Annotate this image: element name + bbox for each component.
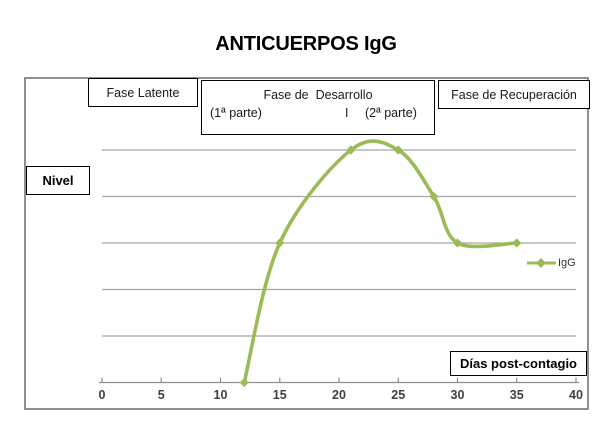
data-point-marker	[275, 238, 285, 248]
phase-recuperacion-text: Fase de Recuperación	[451, 87, 577, 102]
x-axis-label: Días post-contagio	[450, 351, 587, 376]
x-tick-label: 5	[158, 388, 165, 402]
y-axis-label: Nivel	[26, 166, 90, 195]
phase-divider-label: I	[345, 106, 349, 120]
x-tick-label: 20	[332, 388, 346, 402]
y-axis-label-text: Nivel	[42, 173, 74, 188]
x-tick-label: 30	[451, 388, 465, 402]
x-tick-label: 15	[273, 388, 287, 402]
phase-desarrollo-text: Fase de Desarrollo	[263, 88, 373, 102]
phase-label-latente: Fase Latente	[88, 78, 198, 107]
phase-desarrollo-parte1: (1ª parte)	[210, 106, 262, 120]
phase-desarrollo-parte2: (2ª parte)	[365, 106, 417, 120]
data-point-marker	[393, 145, 403, 155]
x-tick-label: 10	[214, 388, 228, 402]
x-axis-label-text: Días post-contagio	[459, 356, 577, 371]
x-tick-label: 0	[99, 388, 106, 402]
legend-marker-icon	[536, 258, 546, 268]
data-point-marker	[452, 238, 463, 248]
phase-label-desarrollo: Fase de Desarrollo (1ª parte) I (2ª part…	[201, 80, 435, 135]
igg-series-line	[242, 139, 519, 385]
data-point-marker	[346, 145, 356, 155]
chart-border	[24, 77, 589, 410]
data-point-marker	[512, 238, 522, 248]
x-tick-label: 25	[391, 388, 405, 402]
chart-title: ANTICUERPOS IgG	[215, 33, 397, 55]
data-point-marker	[239, 377, 249, 388]
legend-key-icon	[527, 258, 556, 268]
legend-series-label: IgG	[558, 257, 576, 269]
x-tick-label: 40	[569, 388, 583, 402]
legend: IgG	[527, 255, 576, 271]
phase-desarrollo-parts: (1ª parte) I (2ª parte)	[202, 106, 434, 126]
phase-label-recuperacion: Fase de Recuperación	[438, 80, 590, 109]
x-tick-label: 35	[510, 388, 524, 402]
data-point-marker	[429, 191, 439, 202]
phase-latente-text: Fase Latente	[106, 85, 180, 100]
